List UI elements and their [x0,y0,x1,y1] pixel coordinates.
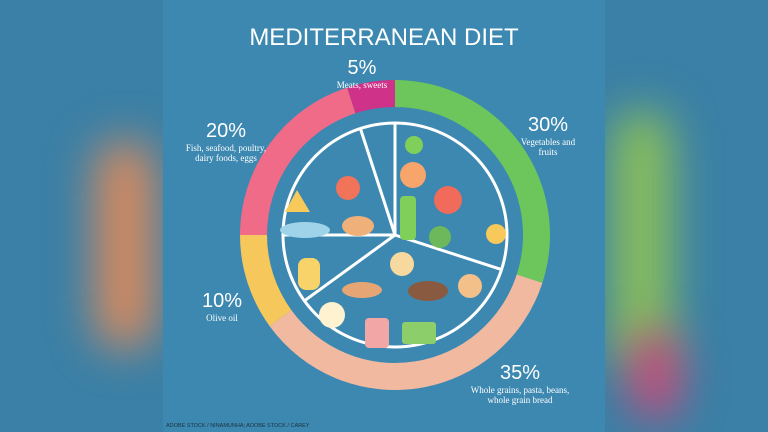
value-label: 10% [201,290,243,312]
food-icon [280,222,330,238]
donut-segment [347,80,395,114]
background-blur [95,140,155,350]
donut-segment [269,274,543,391]
food-icon [336,176,360,200]
credit: ADOBE STOCK / NINAMUNHA; ADOBE STOCK / C… [166,423,310,429]
food-icon [390,252,414,276]
plate-divider [394,233,502,272]
category-label: Vegetables and fruits [520,137,576,157]
plate-divider [303,233,396,303]
value-label: 5% [347,57,377,79]
background-blur [630,330,680,420]
food-icon [342,282,382,298]
food-icon [400,162,426,188]
food-icon [342,216,374,236]
donut-segment [240,235,292,327]
chart-title: MEDITERRANEAN DIET [249,24,519,51]
food-icon [400,196,416,240]
food-icon [405,136,423,154]
category-label: Fish, seafood, poultry, dairy foods, egg… [185,143,267,163]
background-blur [612,110,672,370]
food-icon [285,190,310,212]
food-icons [280,136,506,348]
plate-divider [358,128,397,236]
value-label: 35% [499,362,541,384]
food-icon [486,224,506,244]
food-icon [458,274,482,298]
food-icon [408,281,448,301]
donut-segment [240,87,356,235]
food-icon [429,226,451,248]
food-icon [298,258,320,290]
value-label: 30% [527,114,569,136]
food-icon [434,186,462,214]
value-label: 20% [205,120,247,142]
category-label: Whole grains, pasta, beans, whole grain … [470,385,570,405]
food-icon [365,318,389,348]
category-label: Olive oil [206,313,238,323]
donut-segment [395,80,550,283]
category-label: Meats, sweets [336,80,388,90]
food-icon [402,322,436,344]
food-icon [319,302,345,328]
